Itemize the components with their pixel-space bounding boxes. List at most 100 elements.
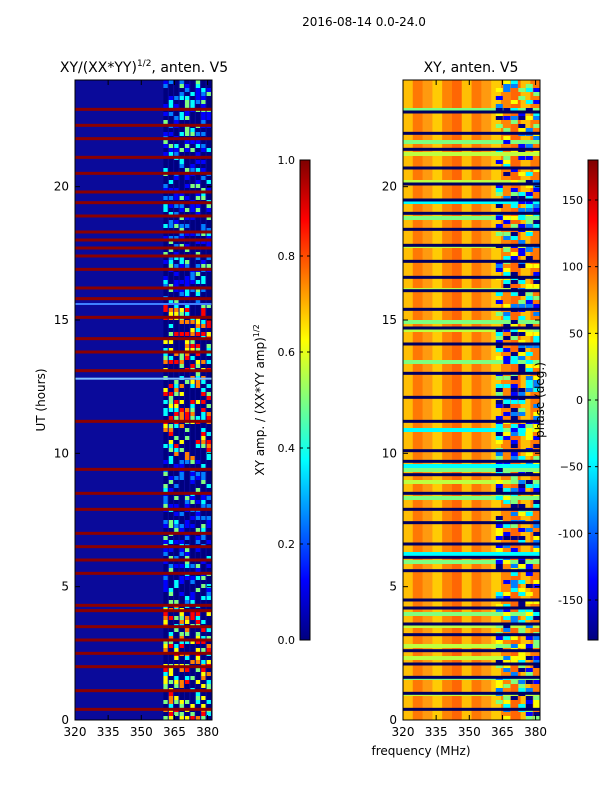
phase-cell: [495, 400, 503, 404]
amplitude-cell: [179, 512, 184, 516]
amplitude-cell: [206, 596, 211, 600]
amplitude-cell: [206, 292, 211, 296]
amplitude-cell: [201, 364, 206, 368]
amplitude-cell: [179, 220, 184, 224]
amplitude-cell: [190, 636, 195, 640]
amplitude-cell: [163, 596, 168, 600]
amplitude-cell: [206, 256, 211, 260]
phase-cell: [495, 348, 503, 352]
amplitude-cell: [168, 224, 174, 228]
amplitude-cell: [201, 656, 206, 660]
amplitude-cell: [206, 416, 211, 420]
amplitude-cell: [201, 596, 206, 600]
phase-cell: [518, 660, 526, 664]
amplitude-cell: [179, 556, 184, 560]
amplitude-cell: [174, 92, 179, 96]
amplitude-cell: [163, 360, 168, 364]
amplitude-cell: [179, 348, 184, 352]
amplitude-cell: [179, 396, 184, 400]
phase-cell: [495, 452, 503, 456]
phase-cell: [518, 356, 526, 360]
amplitude-cell: [206, 244, 211, 248]
phase-cell: [495, 124, 503, 128]
amplitude-cell: [179, 332, 184, 336]
amplitude-cell: [179, 164, 184, 168]
amplitude-cell: [190, 120, 195, 124]
phase-cell: [495, 496, 503, 500]
phase-row: [403, 464, 540, 468]
amplitude-cell: [163, 196, 168, 200]
phase-cell: [525, 624, 533, 628]
amplitude-cell: [179, 120, 184, 124]
phase-cell: [510, 616, 518, 620]
amplitude-cell: [201, 440, 206, 444]
amplitude-cell: [190, 560, 195, 564]
amplitude-cell: [163, 92, 168, 96]
phase-cell: [533, 656, 540, 660]
amplitude-cell: [174, 588, 179, 592]
phase-cell: [518, 252, 526, 256]
phase-cell: [503, 248, 511, 252]
amplitude-cell: [190, 628, 195, 632]
amplitude-cell: [168, 660, 174, 664]
phase-cell: [503, 136, 511, 140]
amplitude-cell: [179, 592, 184, 596]
amplitude-cell: [174, 428, 179, 432]
amplitude-cell: [163, 428, 168, 432]
amplitude-cell: [163, 244, 168, 248]
amplitude-cell: [195, 568, 201, 572]
amplitude-cell: [184, 80, 190, 84]
amplitude-masked-row: [75, 638, 212, 642]
amplitude-cell: [201, 260, 206, 264]
phase-cell: [525, 292, 533, 296]
amplitude-cell: [190, 528, 195, 532]
phase-cell: [510, 180, 518, 184]
phase-cell: [503, 544, 511, 548]
amplitude-cell: [168, 464, 174, 468]
phase-cell: [525, 84, 533, 88]
phase-cell: [495, 264, 503, 268]
amplitude-cell: [163, 288, 168, 292]
phase-cell: [503, 256, 511, 260]
phase-cell: [518, 280, 526, 284]
phase-cell: [503, 428, 511, 432]
amplitude-cell: [190, 392, 195, 396]
phase-cell: [533, 332, 540, 336]
amplitude-cell: [174, 228, 179, 232]
amplitude-cell: [163, 600, 168, 604]
amplitude-cell: [201, 660, 206, 664]
phase-cell: [525, 208, 533, 212]
amplitude-cell: [163, 692, 168, 696]
amplitude-cell: [168, 168, 174, 172]
amplitude-cell: [168, 344, 174, 348]
phase-cell: [510, 272, 518, 276]
amplitude-cell: [174, 584, 179, 588]
amplitude-cell: [195, 432, 201, 436]
amplitude-cell: [190, 140, 195, 144]
y-axis-label: UT (hours): [34, 368, 48, 431]
phase-cell: [533, 484, 540, 488]
phase-cell: [503, 684, 511, 688]
amplitude-cell: [179, 100, 184, 104]
phase-cell: [503, 84, 511, 88]
phase-cell: [503, 700, 511, 704]
amplitude-cell: [168, 472, 174, 476]
amplitude-cell: [206, 284, 211, 288]
amplitude-cell: [190, 680, 195, 684]
amplitude-cell: [168, 348, 174, 352]
amplitude-cell: [174, 392, 179, 396]
amplitude-cell: [195, 716, 201, 720]
amplitude-cell: [174, 592, 179, 596]
amplitude-colorbar-ticks: 0.00.20.40.60.81.0: [278, 154, 310, 647]
amplitude-cell: [190, 224, 195, 228]
amplitude-cell: [163, 676, 168, 680]
phase-cell: [533, 616, 540, 620]
amplitude-cell: [195, 556, 201, 560]
amplitude-cell: [201, 384, 206, 388]
phase-cell: [533, 480, 540, 484]
phase-cell: [510, 428, 518, 432]
amplitude-cell: [184, 300, 190, 304]
amplitude-cell: [195, 196, 201, 200]
amplitude-cell: [201, 352, 206, 356]
